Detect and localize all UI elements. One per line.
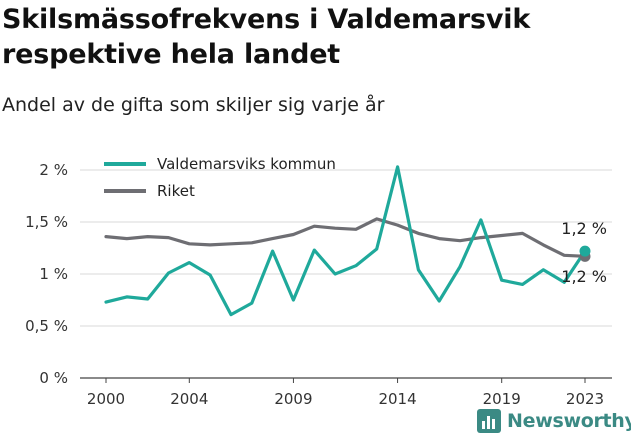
newsworthy-logo-text: Newsworthy	[507, 410, 631, 432]
series-line-kommun	[104, 165, 587, 317]
x-tick-label: 2014	[378, 390, 416, 408]
y-tick-label: 1,5 %	[25, 213, 68, 231]
series-line-riket	[104, 217, 587, 258]
x-axis: 2000 2004 2009 2014 2019 2023	[87, 378, 604, 408]
series-lines	[104, 165, 591, 317]
newsworthy-logo: Newsworthy	[476, 407, 631, 435]
y-axis: 0 % 0,5 % 1 % 1,5 % 2 %	[25, 161, 68, 387]
end-value-label: 1,2 %	[561, 219, 607, 238]
x-tick-label: 2023	[566, 390, 604, 408]
legend: Valdemarsviks kommun Riket	[104, 155, 336, 200]
chart-title: Skilsmässofrekvens i Valdemarsvik respek…	[2, 4, 531, 70]
legend-label: Valdemarsviks kommun	[157, 155, 336, 173]
x-tick-label: 2009	[274, 390, 312, 408]
x-tick-label: 2004	[170, 390, 208, 408]
newsworthy-logo-icon	[477, 409, 501, 433]
end-labels: 1,2 % 1,2 %	[561, 219, 607, 286]
y-tick-label: 2 %	[39, 161, 68, 179]
series-end-point-kommun	[579, 245, 591, 257]
y-tick-label: 1 %	[39, 265, 68, 283]
x-tick-label: 2019	[483, 390, 521, 408]
y-tick-label: 0,5 %	[25, 317, 68, 335]
chart-subtitle: Andel av de gifta som skiljer sig varje …	[2, 94, 385, 116]
gridlines	[80, 169, 612, 379]
legend-label: Riket	[157, 182, 195, 200]
end-value-label: 1,2 %	[561, 267, 607, 286]
y-tick-label: 0 %	[39, 369, 68, 387]
x-tick-label: 2000	[87, 390, 125, 408]
